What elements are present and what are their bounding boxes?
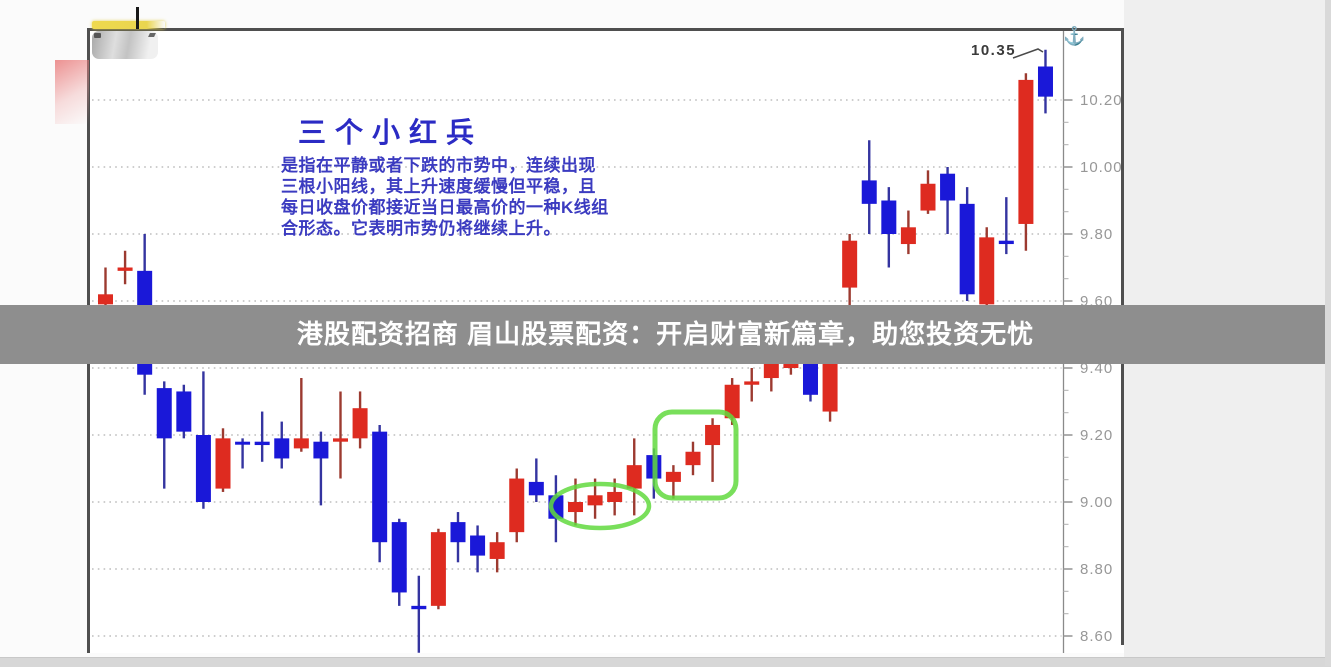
- peak-annotation-line: [1012, 48, 1044, 59]
- candle-body: [900, 227, 916, 245]
- candle-body: [724, 384, 740, 419]
- candle-body: [1018, 79, 1034, 224]
- candle-body: [215, 438, 231, 489]
- candle-body: [98, 294, 113, 305]
- candle-body: [940, 173, 956, 201]
- candle-body: [411, 605, 427, 610]
- pattern-description-line: 是指在平静或者下跌的市势中，连续出现: [281, 156, 596, 175]
- right-page-edge: [1325, 0, 1331, 666]
- candle-body: [959, 203, 975, 295]
- chart-border-top: [87, 28, 1124, 31]
- peak-price-label: 10.35: [971, 42, 1017, 59]
- candle-body: [332, 438, 348, 442]
- candle-body: [509, 478, 525, 533]
- candle-body: [352, 408, 368, 439]
- bottom-page-strip: [0, 657, 1331, 667]
- candle-body: [372, 431, 388, 543]
- candle-body: [254, 441, 270, 446]
- y-tick-label: 10.20: [1080, 92, 1123, 109]
- anchor-icon: ⚓: [1063, 26, 1086, 46]
- top-marker-line: [136, 7, 139, 29]
- y-tick-label: 9.00: [1080, 494, 1113, 511]
- candle-body: [744, 381, 760, 385]
- candle-body: [313, 441, 329, 459]
- candle-body: [195, 435, 211, 502]
- y-tick-label: 10.00: [1080, 159, 1123, 176]
- candle-body: [293, 438, 309, 449]
- yellow-highlight-strip: [92, 21, 165, 29]
- pattern-ellipse-highlight: [548, 481, 652, 531]
- candle-body: [626, 465, 642, 489]
- candle-body: [607, 491, 623, 502]
- candle-body: [881, 200, 897, 234]
- candle-body: [998, 240, 1014, 245]
- candle-body: [156, 388, 172, 439]
- pattern-description-line: 合形态。它表明市势仍将继续上升。: [281, 219, 561, 238]
- candle-body: [567, 502, 583, 513]
- candle-body: [920, 183, 936, 211]
- y-tick-label: 8.80: [1080, 561, 1113, 578]
- candle-body: [274, 438, 290, 459]
- y-tick-label: 9.20: [1080, 427, 1113, 444]
- candle-body: [528, 481, 544, 496]
- candle-body: [450, 522, 466, 543]
- watermark-mark-left: [94, 33, 101, 38]
- candle-body: [665, 471, 681, 482]
- pattern-rect-highlight: [652, 409, 739, 501]
- candle-body: [685, 451, 701, 466]
- y-tick-label: 8.60: [1080, 628, 1113, 645]
- candle-body: [391, 522, 407, 593]
- promo-banner: 港股配资招商 眉山股票配资：开启财富新篇章，助您投资无忧: [0, 305, 1331, 364]
- candle-body: [176, 391, 192, 432]
- candle-body: [842, 240, 858, 288]
- candle-body: [430, 532, 446, 606]
- candle-body: [861, 180, 877, 204]
- y-tick-label: 9.80: [1080, 226, 1113, 243]
- pattern-description-line: 三根小阳线，其上升速度缓慢但平稳，且: [281, 177, 596, 196]
- pattern-title: 三个小红兵: [298, 117, 484, 148]
- candle-body: [587, 495, 603, 506]
- y-tick-label: 9.40: [1080, 360, 1113, 377]
- candle-body: [705, 424, 721, 446]
- pink-watermark-blob: [55, 60, 89, 124]
- blurred-watermark: [92, 31, 158, 59]
- pattern-description-line: 每日收盘价都接近当日最高价的一种K线组: [281, 198, 609, 217]
- candle-body: [979, 237, 995, 305]
- candle-body: [235, 441, 251, 445]
- watermark-mark-right: [148, 33, 156, 37]
- candle-body: [1037, 66, 1053, 97]
- pattern-description: 是指在平静或者下跌的市势中，连续出现 三根小阳线，其上升速度缓慢但平稳，且 每日…: [281, 155, 609, 239]
- candle-body: [117, 267, 133, 271]
- candle-body: [470, 535, 486, 556]
- candle-body: [489, 542, 505, 559]
